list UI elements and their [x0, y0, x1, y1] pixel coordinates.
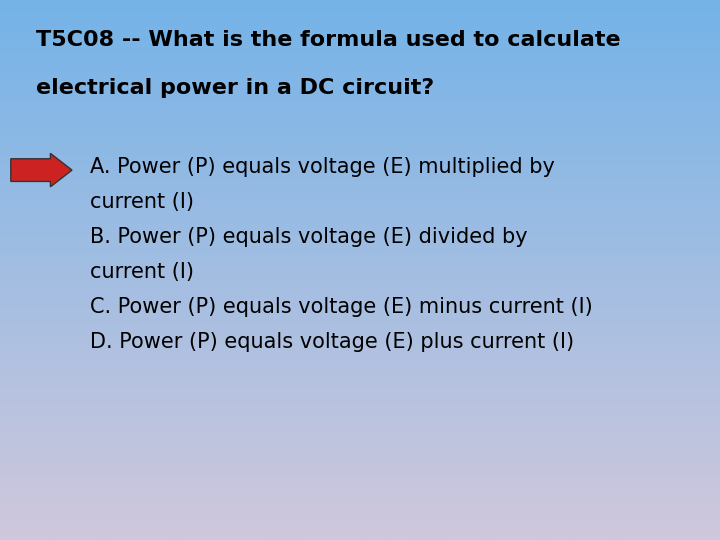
Text: current (I): current (I): [90, 262, 194, 282]
Text: T5C08 -- What is the formula used to calculate: T5C08 -- What is the formula used to cal…: [36, 30, 621, 50]
Text: D. Power (P) equals voltage (E) plus current (I): D. Power (P) equals voltage (E) plus cur…: [90, 332, 574, 352]
Text: B. Power (P) equals voltage (E) divided by: B. Power (P) equals voltage (E) divided …: [90, 227, 528, 247]
Text: C. Power (P) equals voltage (E) minus current (I): C. Power (P) equals voltage (E) minus cu…: [90, 297, 593, 317]
Text: current (I): current (I): [90, 192, 194, 212]
FancyArrow shape: [11, 153, 72, 187]
Text: A. Power (P) equals voltage (E) multiplied by: A. Power (P) equals voltage (E) multipli…: [90, 157, 555, 177]
Text: electrical power in a DC circuit?: electrical power in a DC circuit?: [36, 78, 434, 98]
